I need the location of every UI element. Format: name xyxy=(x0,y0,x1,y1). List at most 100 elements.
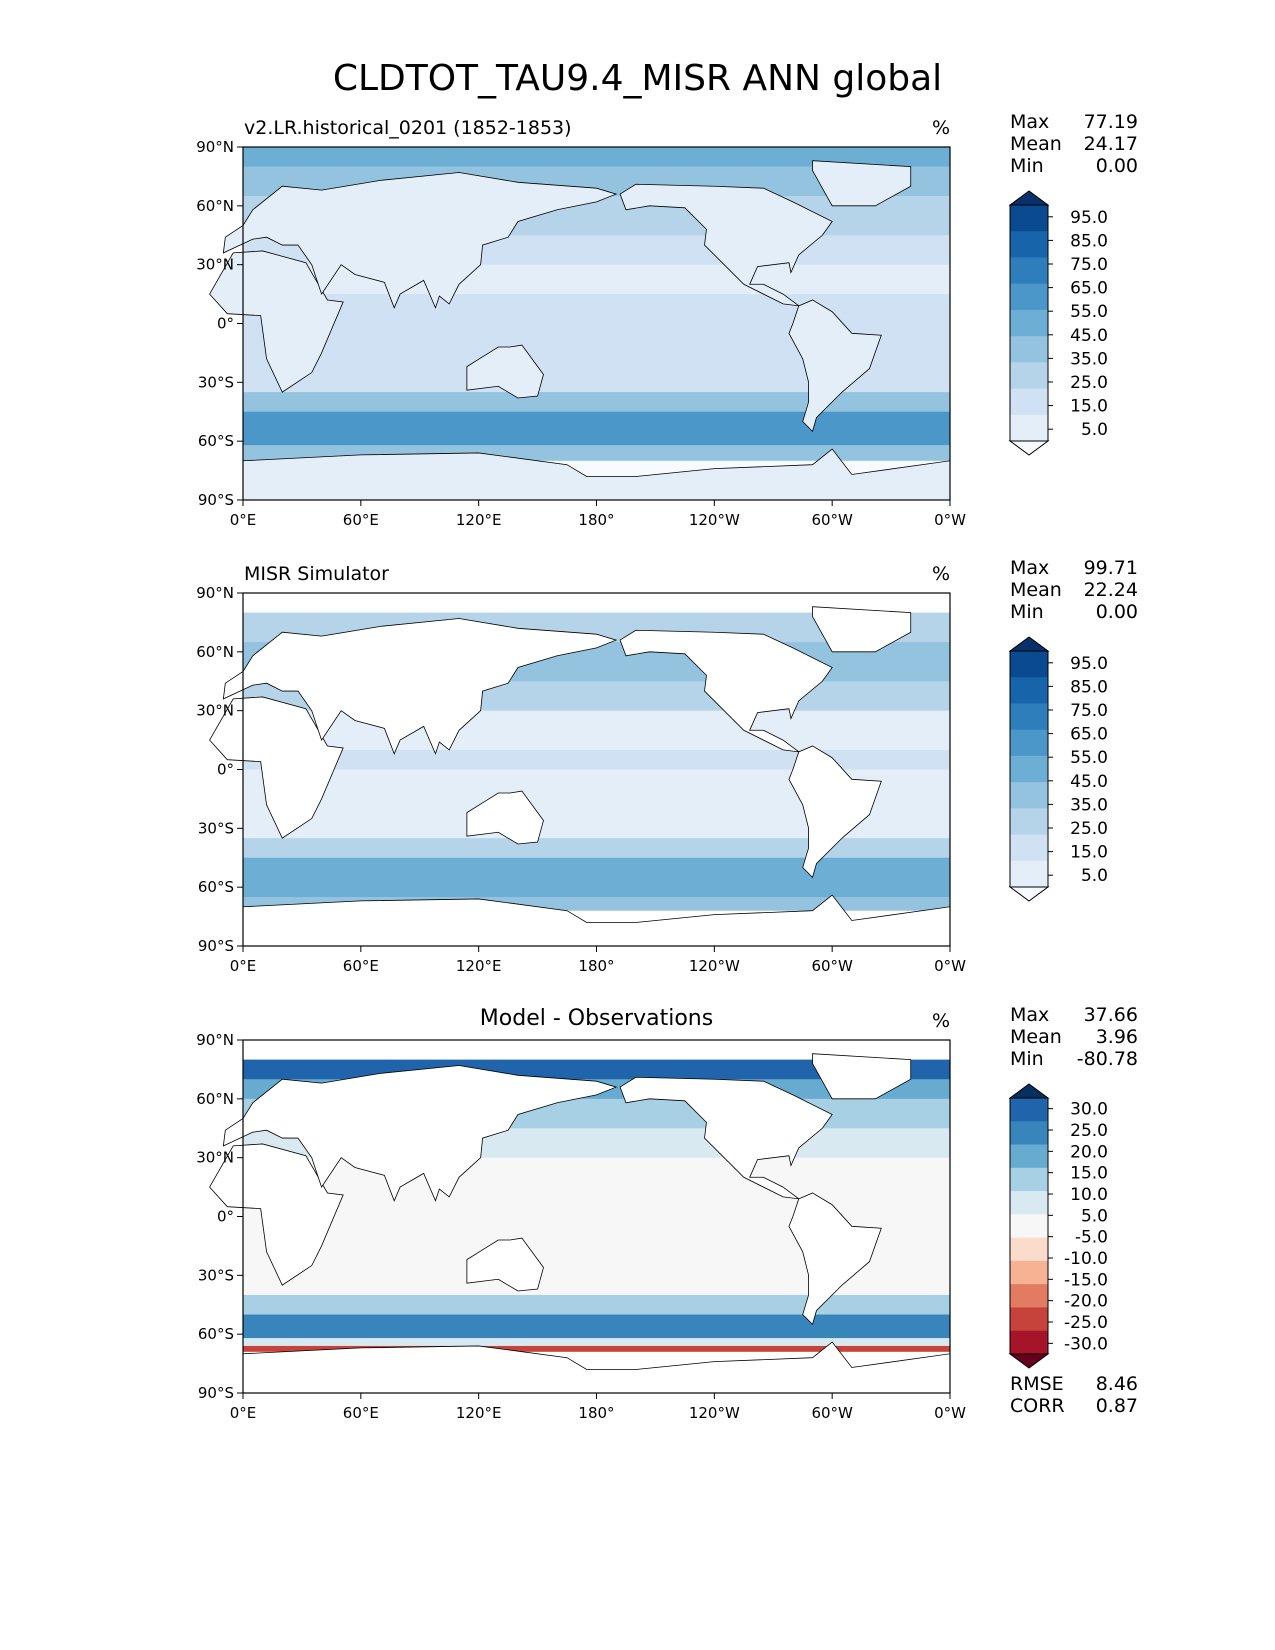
lon-tick-label: 0°E xyxy=(230,957,257,975)
lat-tick-label: 90°S xyxy=(198,1384,234,1402)
colorbar-tick-label: -25.0 xyxy=(1064,1313,1108,1333)
colorbar-tick-label: 85.0 xyxy=(1070,677,1108,697)
colorbar-tick-label: 45.0 xyxy=(1070,326,1108,346)
stats-box: Max 37.66 Mean 3.96 Min -80.78 xyxy=(1010,1004,1138,1070)
colorbar-tick-label: 30.0 xyxy=(1070,1100,1108,1120)
lat-tick-label: 30°N xyxy=(196,1149,234,1167)
map-panel: 90°N 60°N 30°N 0° 30°S 60°S 90°S 0°E 60°E 120°E 18… xyxy=(196,584,966,975)
colorbar-segment xyxy=(1010,782,1048,809)
colorbar-segment xyxy=(1010,677,1048,704)
coastline xyxy=(812,160,912,207)
colorbar-segment xyxy=(1010,362,1048,390)
colorbar-tick-label: -10.0 xyxy=(1064,1249,1108,1269)
lon-tick-label: 60°E xyxy=(343,957,379,975)
colorbar: 95.0 85.0 75.0 65.0 55.0 45.0 35.0 25.0 15.0 5.0 xyxy=(1008,190,1108,456)
lon-tick-label: 120°E xyxy=(456,957,502,975)
lon-tick-label: 180° xyxy=(578,957,614,975)
colorbar-segment xyxy=(1010,1191,1048,1215)
colorbar-tick-label: 45.0 xyxy=(1070,772,1108,792)
colorbar-segment xyxy=(1010,808,1048,836)
stat-mean: Mean 24.17 xyxy=(1010,133,1138,155)
colorbar: 30.025.020.015.010.05.0-5.0-10.0-15.0-20… xyxy=(1008,1083,1108,1369)
colorbar-segment xyxy=(1010,755,1048,783)
lon-tick-label: 180° xyxy=(578,1404,614,1422)
colorbar-segment xyxy=(1010,834,1048,862)
coastline xyxy=(222,1065,618,1202)
contour-band xyxy=(243,857,950,898)
colorbar-tick-label: 15.0 xyxy=(1070,843,1108,863)
lon-tick-label: 60°W xyxy=(811,511,853,529)
unit-label: % xyxy=(932,117,951,139)
lat-tick-label: 90°N xyxy=(196,1031,234,1049)
colorbar-tick-label: 65.0 xyxy=(1070,725,1108,745)
colorbar-tick-label: 95.0 xyxy=(1070,654,1108,674)
metric-value: 0.87 xyxy=(1095,1395,1138,1417)
colorbar-segment xyxy=(1010,1307,1048,1332)
stat-mean: Mean 3.96 xyxy=(1010,1026,1138,1048)
lon-tick-label: 0°W xyxy=(934,957,966,975)
lon-tick-label: 120°E xyxy=(456,1404,502,1422)
coastline xyxy=(466,1237,544,1292)
stats-box: Max 99.71 Mean 22.24 Min 0.00 xyxy=(1010,557,1138,623)
lat-tick-label: 30°S xyxy=(198,373,234,391)
metric-label: CORR xyxy=(1010,1395,1065,1417)
colorbar-segment xyxy=(1010,1214,1048,1239)
colorbar-tick-label: 85.0 xyxy=(1070,231,1108,251)
coastline xyxy=(812,1053,912,1100)
contour-band xyxy=(243,749,950,770)
contour-band xyxy=(243,392,950,413)
lon-tick-label: 0°W xyxy=(934,511,966,529)
colorbar-segment xyxy=(1010,1330,1048,1355)
colorbar-segment xyxy=(1010,205,1048,232)
stat-value: 0.00 xyxy=(1095,155,1138,177)
colorbar-tick-label: 5.0 xyxy=(1081,420,1108,440)
unit-label: % xyxy=(932,1010,951,1032)
colorbar-segment xyxy=(1010,1237,1048,1262)
stat-min: Min 0.00 xyxy=(1010,601,1138,623)
colorbar-tick-label: -5.0 xyxy=(1075,1228,1108,1248)
contour-band xyxy=(243,1294,950,1316)
colorbar-tick-label: -20.0 xyxy=(1064,1292,1108,1312)
lat-tick-label: 60°S xyxy=(198,878,234,896)
lon-tick-label: 0°E xyxy=(230,1404,257,1422)
stat-value: 37.66 xyxy=(1083,1004,1138,1026)
contour-band xyxy=(243,1338,950,1347)
lat-tick-label: 90°S xyxy=(198,491,234,509)
lat-tick-label: 30°N xyxy=(196,256,234,274)
panel-title: MISR Simulator xyxy=(244,563,389,585)
colorbar-tick-label: -15.0 xyxy=(1064,1270,1108,1290)
contour-band xyxy=(243,1345,950,1353)
colorbar-segment xyxy=(1010,1098,1048,1122)
lat-tick-label: 30°N xyxy=(196,702,234,720)
colorbar-segment xyxy=(1010,729,1048,757)
stat-min: Min -80.78 xyxy=(1010,1048,1138,1070)
contour-band xyxy=(243,411,950,446)
stat-label: Max xyxy=(1010,557,1050,579)
stat-label: Min xyxy=(1010,601,1044,623)
coastline xyxy=(222,172,618,309)
map-panel: 90°N 60°N 30°N 0° 30°S 60°S 90°S 0°E 60°E 120°E 18… xyxy=(196,1031,966,1422)
stat-max: Max 99.71 xyxy=(1010,557,1138,579)
lat-tick-label: 60°S xyxy=(198,432,234,450)
lon-tick-label: 120°E xyxy=(456,511,502,529)
lon-tick-label: 60°W xyxy=(811,1404,853,1422)
colorbar-extend-min xyxy=(1008,440,1050,456)
colorbar-segment xyxy=(1010,309,1048,337)
contour-band xyxy=(243,593,950,614)
lat-tick-label: 0° xyxy=(217,315,234,333)
colorbar-segment xyxy=(1010,651,1048,678)
colorbar-segment xyxy=(1010,1167,1048,1192)
panel-title: Model - Observations xyxy=(479,1006,714,1031)
figure-title: CLDTOT_TAU9.4_MISR ANN global xyxy=(332,58,943,99)
colorbar-tick-label: 35.0 xyxy=(1070,795,1108,815)
colorbar-tick-label: 20.0 xyxy=(1070,1142,1108,1162)
stat-value: 3.96 xyxy=(1095,1026,1138,1048)
colorbar-segment xyxy=(1010,1144,1048,1169)
stat-max: Max 77.19 xyxy=(1010,111,1138,133)
stat-label: Max xyxy=(1010,111,1050,133)
colorbar-segment xyxy=(1010,1260,1048,1285)
stat-mean: Mean 22.24 xyxy=(1010,579,1138,601)
contour-band xyxy=(243,147,950,168)
colorbar-segment xyxy=(1010,336,1048,363)
